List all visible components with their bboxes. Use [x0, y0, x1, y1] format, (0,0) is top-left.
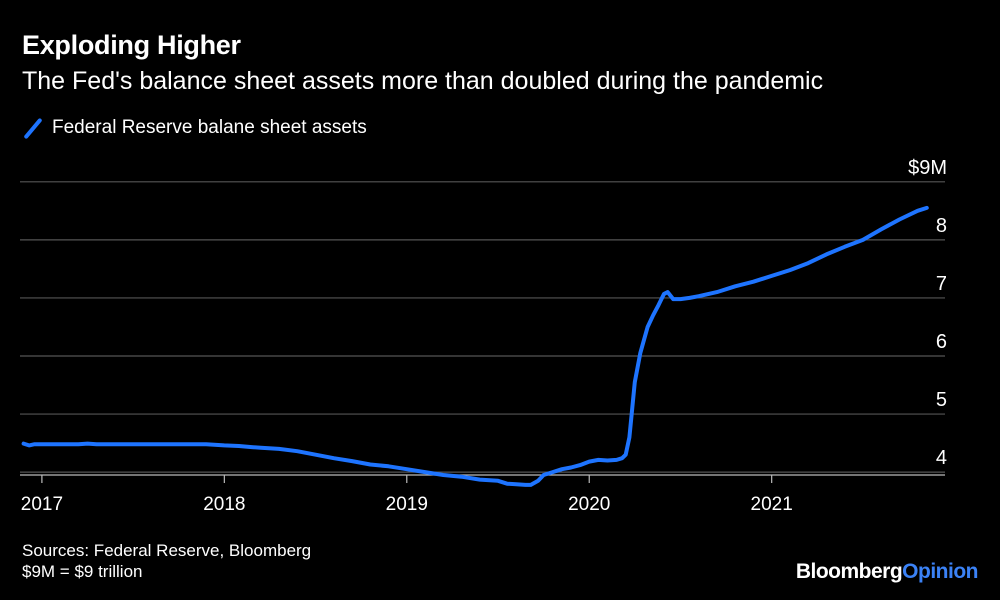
x-tick-label-2021: 2021: [751, 494, 793, 515]
y-tick-label-8: 8: [936, 215, 947, 237]
x-tick-label-2017: 2017: [21, 494, 63, 515]
y-tick-label-6: 6: [936, 331, 947, 353]
chart-title: Exploding Higher: [22, 30, 241, 60]
x-axis: 2017 2018 2019 2020 2021: [20, 474, 945, 515]
unit-note: $9M = $9 trillion: [22, 562, 143, 581]
x-tick-label-2018: 2018: [203, 494, 245, 515]
y-tick-label-9: $9M: [908, 157, 947, 179]
x-tick-label-2019: 2019: [386, 494, 428, 515]
brand-accent: Opinion: [902, 560, 978, 583]
footer: Sources: Federal Reserve, Bloomberg $9M …: [22, 540, 311, 582]
y-tick-label-5: 5: [936, 389, 947, 411]
legend-label: Federal Reserve balane sheet assets: [52, 117, 367, 138]
chart-subtitle: The Fed's balance sheet assets more than…: [22, 67, 824, 95]
series-layer: [21, 205, 929, 487]
y-tick-label-7: 7: [936, 273, 947, 295]
brand-name: Bloomberg: [795, 560, 903, 583]
y-tick-label-4: 4: [936, 447, 947, 469]
legend: Federal Reserve balane sheet assets: [22, 117, 367, 139]
y-axis-ticks: 4 5 6 7 8 $9M: [908, 157, 947, 469]
brand-logo: BloombergOpinion: [795, 560, 979, 584]
grid-lines: [20, 181, 945, 473]
x-tick-label-2020: 2020: [568, 494, 610, 515]
source-note: Sources: Federal Reserve, Bloomberg: [22, 541, 312, 560]
series-line-0: [21, 205, 929, 487]
